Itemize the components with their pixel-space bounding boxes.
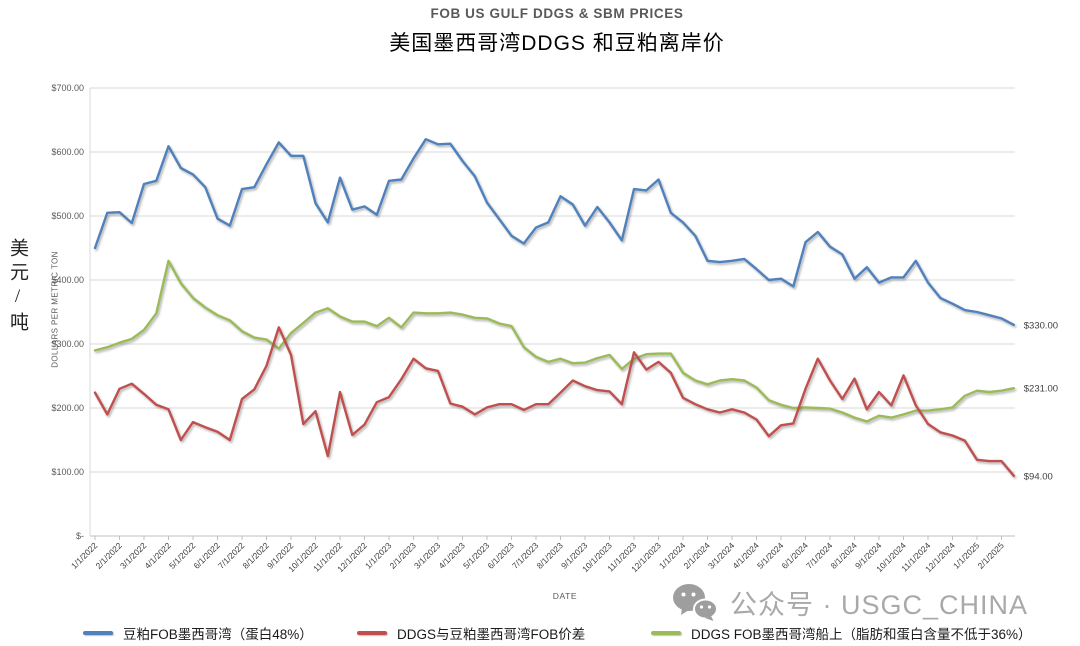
x-axis-tick-label: 2/1/2025 xyxy=(975,540,1006,571)
y-axis-tick-label: $700.00 xyxy=(51,83,84,93)
legend-label-1: DDGS与豆粕墨西哥湾FOB价差 xyxy=(397,626,586,642)
series-end-label-2: $231.00 xyxy=(1024,384,1058,395)
legend-swatch-1 xyxy=(357,630,387,635)
y-axis-tick-label: $- xyxy=(76,531,84,541)
chart-title-english: FOB US GULF DDGS & SBM PRICES xyxy=(430,6,684,21)
legend-item-1: DDGS与豆粕墨西哥湾FOB价差 xyxy=(357,619,585,646)
x-axis-title: DATE xyxy=(552,591,578,601)
chart-titles: FOB US GULF DDGS & SBM PRICES 美国墨西哥湾DDGS… xyxy=(17,6,1080,57)
chart-legend: 豆粕FOB墨西哥湾（蛋白48%） DDGS与豆粕墨西哥湾FOB价差 DDGS FOB… xyxy=(0,619,1080,646)
legend-label-0: 豆粕FOB墨西哥湾（蛋白48%） xyxy=(123,626,313,642)
watermark-text: 公众号 · USGC_CHINA xyxy=(730,589,1029,620)
watermark: 公众号 · USGC_CHINA xyxy=(672,582,1028,622)
series-end-label-1: $94.00 xyxy=(1024,471,1053,482)
y-axis-tick-label: $400.00 xyxy=(51,275,84,285)
legend-swatch-0 xyxy=(83,630,113,635)
series-line-1 xyxy=(93,326,1015,477)
y-axis-tick-label: $200.00 xyxy=(51,403,84,413)
legend-swatch-2 xyxy=(651,630,681,635)
wechat-icon xyxy=(673,584,718,621)
series-line-0 xyxy=(93,137,1015,326)
y-axis-tick-label: $500.00 xyxy=(51,211,84,221)
legend-label-2: DDGS FOB墨西哥湾船上（脂肪和蛋白含量不低于36%） xyxy=(691,626,1032,642)
y-axis-tick-label: $100.00 xyxy=(51,467,84,477)
series-line-2 xyxy=(93,259,1015,423)
y-axis-tick-label: $300.00 xyxy=(51,339,84,349)
series-end-label-0: $330.00 xyxy=(1024,320,1058,331)
chart-title-chinese: 美国墨西哥湾DDGS 和豆粕离岸价 xyxy=(389,32,725,55)
legend-item-2: DDGS FOB墨西哥湾船上（脂肪和蛋白含量不低于36%） xyxy=(651,619,1032,646)
legend-item-0: 豆粕FOB墨西哥湾（蛋白48%） xyxy=(83,619,313,646)
y-axis-tick-label: $600.00 xyxy=(51,147,84,157)
price-chart: $- $100.00 $200.00 $300.00 $400.00 $500.00 $60… xyxy=(51,83,1058,574)
y-axis-unit-label-chinese: 美元/吨 xyxy=(7,238,28,336)
